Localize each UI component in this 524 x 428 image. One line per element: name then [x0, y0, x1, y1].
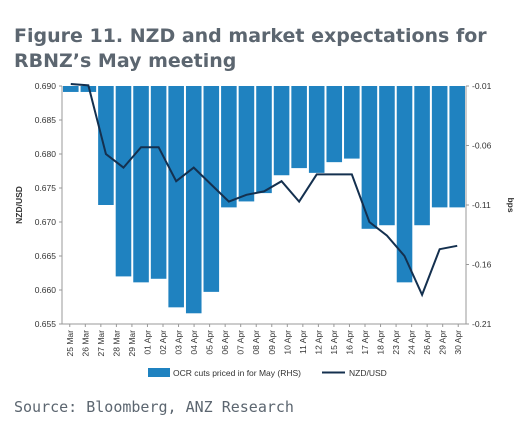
bar-8 — [203, 86, 220, 292]
bar-10 — [238, 86, 255, 202]
left-tick-label: 0.660 — [35, 285, 57, 295]
chart-title: Figure 11. NZD and market expectations f… — [14, 25, 487, 72]
bar-9 — [221, 86, 237, 208]
bar-20 — [414, 86, 430, 226]
x-tick-label: 08 Apr — [251, 330, 261, 355]
y-axis-label-right: bps — [506, 197, 516, 212]
bar-21 — [431, 86, 448, 208]
x-tick-label: 25 Mar — [65, 330, 75, 357]
bar-6 — [168, 86, 184, 308]
legend-line-label: NZD/USD — [349, 368, 387, 378]
x-tick-labels: 25 Mar 26 Mar 27 Mar 28 Mar 29 Mar 01 Apr 02 A… — [65, 324, 463, 356]
x-tick-label: 30 Apr — [453, 330, 463, 355]
bar-0 — [63, 86, 79, 92]
bar-4 — [133, 86, 149, 283]
x-tick-label: 24 Apr — [407, 330, 417, 355]
left-tick-label: 0.655 — [35, 319, 57, 329]
y-axis-label-left: NZD/USD — [14, 186, 24, 224]
x-tick-label: 05 Apr — [205, 330, 215, 355]
right-tick-labels: -0.01 -0.06 -0.11 -0.16 -0.21 — [466, 81, 492, 329]
bar-11 — [256, 86, 272, 194]
bar-7 — [185, 86, 202, 314]
x-tick-label: 17 Apr — [360, 330, 370, 355]
bar-15 — [326, 86, 343, 163]
bar-18 — [379, 86, 395, 226]
x-tick-label: 28 Mar — [111, 330, 121, 357]
nzd-usd-line — [70, 82, 458, 298]
x-tick-label: 18 Apr — [376, 330, 386, 355]
x-tick-label: 06 Apr — [220, 330, 230, 355]
x-tick-label: 07 Apr — [236, 330, 246, 355]
x-tick-label: 04 Apr — [189, 330, 199, 355]
right-tick-label: -0.21 — [472, 319, 492, 329]
bar-17 — [361, 86, 378, 229]
right-tick-label: -0.01 — [472, 81, 492, 91]
x-tick-label: 27 Mar — [96, 330, 106, 357]
bar-22 — [449, 86, 465, 208]
left-tick-label: 0.670 — [35, 217, 57, 227]
x-tick-label: 12 Apr — [313, 330, 323, 355]
left-tick-labels: 0.655 0.660 0.665 0.670 0.675 0.680 0.685 0.690 — [35, 81, 62, 329]
legend: OCR cuts priced in for May (RHS) NZD/USD — [148, 368, 387, 378]
x-tick-label: 29 Apr — [438, 330, 448, 355]
bar-13 — [291, 86, 307, 169]
bar-2 — [98, 86, 114, 205]
bar-5 — [150, 86, 167, 279]
x-tick-label: 01 Apr — [142, 330, 152, 355]
bar-series — [63, 86, 465, 314]
x-tick-label: 26 Mar — [80, 330, 90, 357]
legend-bar-swatch — [148, 368, 170, 377]
left-tick-label: 0.690 — [35, 81, 57, 91]
right-tick-label: -0.11 — [472, 200, 491, 210]
left-tick-label: 0.685 — [35, 115, 57, 125]
right-tick-label: -0.06 — [472, 141, 492, 151]
source-note: Source: Bloomberg, ANZ Research — [14, 398, 294, 416]
x-tick-label: 15 Apr — [329, 330, 339, 355]
x-tick-label: 23 Apr — [391, 330, 401, 355]
left-tick-label: 0.675 — [35, 183, 57, 193]
left-tick-label: 0.680 — [35, 149, 57, 159]
x-tick-label: 02 Apr — [158, 330, 168, 355]
bar-12 — [273, 86, 290, 176]
x-tick-label: 09 Apr — [267, 330, 277, 355]
bar-14 — [308, 86, 325, 173]
legend-bar-label: OCR cuts priced in for May (RHS) — [173, 368, 301, 378]
x-tick-label: 29 Mar — [127, 330, 137, 357]
right-tick-label: -0.16 — [472, 260, 492, 270]
x-tick-label: 16 Apr — [344, 330, 354, 355]
x-tick-label: 26 Apr — [422, 330, 432, 355]
bar-16 — [344, 86, 360, 159]
x-tick-label: 03 Apr — [174, 330, 184, 355]
bar-19 — [396, 86, 413, 283]
left-tick-label: 0.665 — [35, 251, 57, 261]
x-tick-label: 11 Apr — [298, 330, 308, 354]
x-tick-label: 10 Apr — [282, 330, 292, 355]
bar-3 — [115, 86, 132, 277]
